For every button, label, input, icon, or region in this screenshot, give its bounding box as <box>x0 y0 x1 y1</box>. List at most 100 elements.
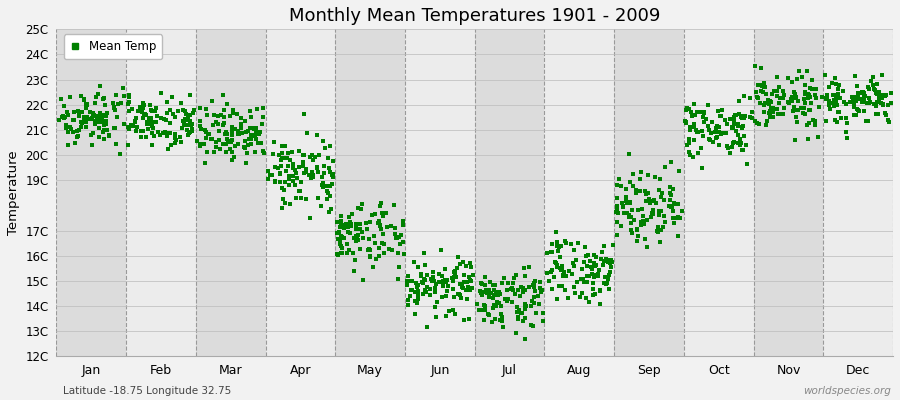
Point <box>408 298 422 304</box>
Point <box>92 134 106 140</box>
Point <box>248 129 263 136</box>
Point <box>199 128 213 135</box>
Point <box>526 284 541 290</box>
Point <box>663 203 678 209</box>
Point <box>372 253 386 259</box>
Point <box>428 304 442 310</box>
Point <box>356 276 370 283</box>
Point <box>302 172 316 178</box>
Bar <box>544 29 614 356</box>
Point <box>851 92 866 99</box>
Point <box>620 200 634 206</box>
Point <box>599 257 614 263</box>
Point <box>446 278 461 284</box>
Point <box>580 263 595 270</box>
Point <box>252 130 266 136</box>
Point <box>510 287 525 294</box>
Point <box>164 142 178 148</box>
Point <box>675 208 689 215</box>
Point <box>447 268 462 274</box>
Point <box>183 92 197 99</box>
Point <box>418 262 432 268</box>
Point <box>482 286 496 293</box>
Point <box>183 112 197 118</box>
Point <box>330 235 345 242</box>
Point <box>511 314 526 320</box>
Point <box>534 289 548 295</box>
Point <box>281 149 295 156</box>
Point <box>440 287 454 294</box>
Point <box>445 275 459 281</box>
Point <box>781 74 796 81</box>
Point <box>526 282 540 289</box>
Point <box>867 86 881 92</box>
Point <box>606 259 620 265</box>
Point <box>159 133 174 139</box>
Point <box>748 62 762 69</box>
Point <box>148 108 162 114</box>
Point <box>200 112 214 118</box>
Point <box>350 236 365 242</box>
Point <box>533 285 547 292</box>
Point <box>121 141 135 148</box>
Point <box>760 96 775 103</box>
Point <box>770 74 785 80</box>
Point <box>267 179 282 186</box>
Point <box>590 273 605 279</box>
Point <box>310 164 325 170</box>
Point <box>350 232 365 239</box>
Point <box>168 131 183 137</box>
Point <box>418 277 433 284</box>
Point <box>616 202 631 209</box>
Point <box>818 72 832 78</box>
Point <box>276 186 291 193</box>
Point <box>168 135 183 141</box>
Point <box>185 128 200 134</box>
Point <box>240 150 255 156</box>
Point <box>99 121 113 127</box>
Point <box>199 106 213 112</box>
Point <box>225 123 239 130</box>
Point <box>308 154 322 160</box>
Point <box>726 121 741 127</box>
Point <box>645 210 660 216</box>
Point <box>555 265 570 272</box>
Point <box>796 110 810 116</box>
Point <box>135 109 149 115</box>
Point <box>862 94 877 101</box>
Point <box>787 94 801 101</box>
Point <box>248 133 262 139</box>
Point <box>83 116 97 122</box>
Point <box>457 272 472 278</box>
Bar <box>753 29 824 356</box>
Point <box>237 144 251 150</box>
Point <box>86 130 101 136</box>
Point <box>61 112 76 118</box>
Point <box>184 118 198 124</box>
Point <box>453 260 467 267</box>
Point <box>336 245 350 251</box>
Point <box>446 285 460 292</box>
Point <box>316 180 330 186</box>
Point <box>124 122 139 128</box>
Point <box>526 300 541 306</box>
Point <box>598 281 613 287</box>
Point <box>72 110 86 116</box>
Point <box>193 141 207 148</box>
Point <box>629 190 643 196</box>
Point <box>696 132 710 139</box>
Point <box>857 90 871 96</box>
Point <box>329 219 344 225</box>
Point <box>296 152 310 158</box>
Point <box>552 283 566 289</box>
Point <box>111 101 125 108</box>
Point <box>701 127 716 133</box>
Point <box>462 284 476 290</box>
Point <box>354 206 368 212</box>
Point <box>70 134 85 140</box>
Point <box>720 121 734 128</box>
Point <box>349 225 364 232</box>
Point <box>614 182 628 189</box>
Point <box>80 101 94 108</box>
Point <box>652 208 666 214</box>
